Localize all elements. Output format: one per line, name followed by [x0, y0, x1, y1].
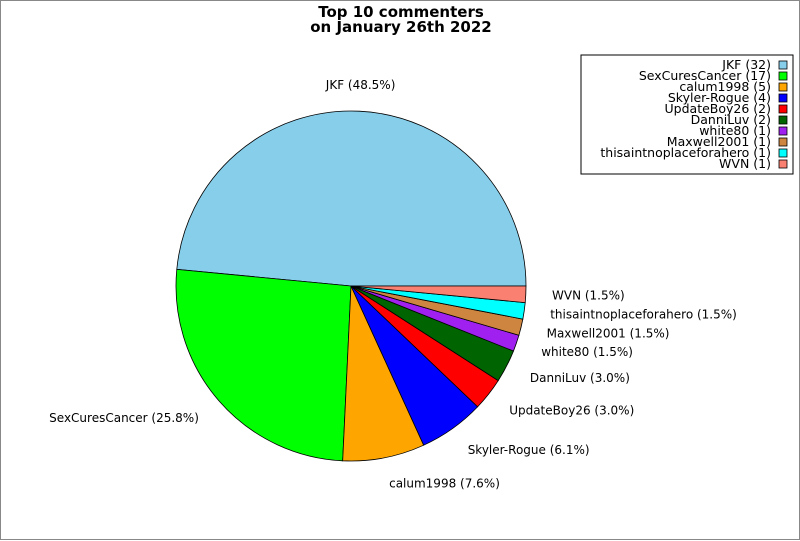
slice-label-thisaintnoplaceforahero: thisaintnoplaceforahero (1.5%) [550, 308, 737, 322]
slice-label-calum1998: calum1998 (7.6%) [389, 477, 500, 491]
slice-label-maxwell2001: Maxwell2001 (1.5%) [547, 326, 670, 340]
legend-label-jkf: JKF (32) [721, 57, 771, 72]
legend-label-skyler-rogue: Skyler-Rogue (4) [668, 90, 771, 105]
slice-label-sexcurescancer: SexCuresCancer (25.8%) [49, 411, 199, 425]
legend-box [580, 54, 794, 175]
legend-label-updateboy26: UpdateBoy26 (2) [665, 101, 771, 116]
legend-label-thisaintnoplaceforahero: thisaintnoplaceforahero (1) [600, 145, 771, 160]
legend-label-maxwell2001: Maxwell2001 (1) [667, 134, 771, 149]
legend-swatch-thisaintnoplaceforahero [778, 148, 788, 158]
legend-label-danniluv: DanniLuv (2) [691, 112, 771, 127]
legend-swatch-sexcurescancer [778, 71, 788, 81]
slice-labels: JKF (48.5%) SexCuresCancer (25.8%) calum19… [49, 78, 737, 491]
legend-swatch-danniluv [778, 115, 788, 125]
slice-label-white80: white80 (1.5%) [541, 345, 633, 359]
legend-label-wvn: WVN (1) [719, 156, 771, 171]
legend-swatch-wvn [778, 159, 788, 169]
legend-swatch-white80 [778, 126, 788, 136]
slice-label-updateboy26: UpdateBoy26 (3.0%) [509, 403, 634, 417]
legend-label-white80: white80 (1) [699, 123, 771, 138]
chart-title-line-1: Top 10 commenters [318, 3, 484, 21]
slice-label-wvn: WVN (1.5%) [552, 289, 625, 303]
slice-label-skyler-rogue: Skyler-Rogue (6.1%) [468, 443, 590, 457]
pie-slice-jkf [176, 110, 527, 287]
pie-slices [175, 110, 527, 462]
pie-slice-sexcurescancer [175, 268, 352, 462]
legend-label-sexcurescancer: SexCuresCancer (17) [639, 68, 771, 83]
legend-swatch-skyler-rogue [778, 93, 788, 103]
legend-label-calum1998: calum1998 (5) [679, 79, 771, 94]
legend: JKF (32)SexCuresCancer (17)calum1998 (5)… [580, 54, 794, 175]
legend-swatch-maxwell2001 [778, 137, 788, 147]
slice-label-danniluv: DanniLuv (3.0%) [530, 371, 630, 385]
slice-label-jkf: JKF (48.5%) [325, 78, 396, 92]
legend-swatch-jkf [778, 60, 788, 70]
pie-slice-wvn [350, 285, 527, 304]
legend-swatch-calum1998 [778, 82, 788, 92]
legend-swatch-updateboy26 [778, 104, 788, 114]
chart-title-line-2: on January 26th 2022 [310, 18, 491, 36]
